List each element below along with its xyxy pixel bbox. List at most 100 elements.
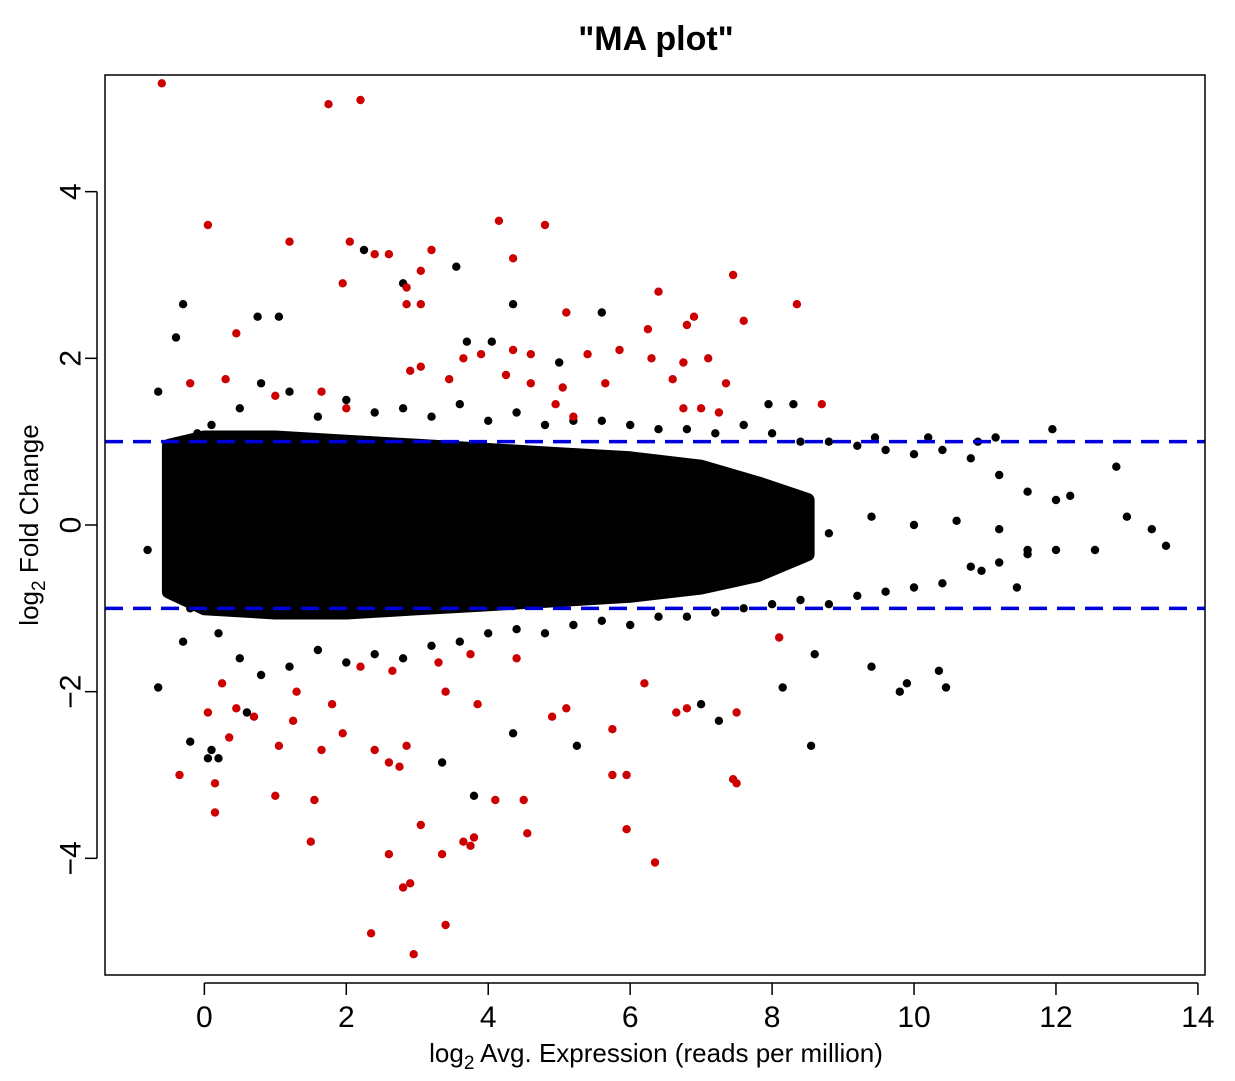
data-point — [271, 495, 280, 505]
data-point — [796, 595, 805, 605]
significant-point — [469, 833, 479, 842]
significant-point — [225, 733, 234, 742]
data-point — [1048, 425, 1057, 434]
data-point — [597, 416, 606, 425]
significant-point — [558, 383, 567, 392]
significant-point — [271, 791, 280, 800]
data-point — [611, 487, 621, 496]
significant-point — [402, 741, 411, 750]
data-point — [1051, 545, 1061, 555]
data-point — [789, 400, 798, 409]
data-point — [941, 683, 951, 692]
data-point — [696, 700, 706, 709]
data-point — [995, 558, 1004, 567]
x-tick-label: 8 — [764, 1001, 781, 1034]
data-point — [342, 658, 351, 667]
expression-cloud — [161, 430, 815, 620]
significant-point — [647, 354, 656, 363]
significant-point — [406, 879, 415, 888]
significant-point — [540, 220, 550, 230]
data-point — [682, 612, 692, 621]
significant-point — [775, 633, 784, 642]
significant-point — [494, 216, 504, 225]
data-point — [597, 616, 606, 625]
significant-point — [345, 237, 354, 246]
significant-point — [640, 679, 649, 688]
data-point — [572, 741, 582, 750]
data-point — [924, 433, 933, 442]
data-point — [597, 308, 606, 317]
y-axis-title-prefix: log — [14, 591, 44, 626]
significant-point — [427, 245, 436, 255]
significant-point — [416, 362, 425, 371]
x-axis-title-prefix: log — [429, 1038, 464, 1068]
significant-point — [221, 375, 230, 384]
data-point — [512, 625, 521, 634]
significant-point — [682, 320, 692, 330]
significant-point — [732, 779, 741, 788]
significant-point — [409, 950, 418, 959]
data-point — [881, 587, 890, 596]
significant-point — [466, 650, 475, 659]
y-axis: −4 −2 0 2 4 — [55, 183, 98, 875]
x-tick-label: 0 — [196, 1001, 213, 1034]
data-point — [207, 745, 216, 755]
significant-point — [203, 708, 213, 717]
significant-point — [562, 308, 571, 317]
y-axis-title-suffix: Fold Change — [14, 424, 44, 580]
significant-point — [434, 658, 443, 667]
data-point — [626, 620, 635, 630]
data-point — [398, 545, 408, 555]
data-point — [853, 441, 862, 450]
data-point — [1023, 550, 1032, 559]
significant-point — [366, 929, 376, 938]
significant-point — [622, 825, 631, 834]
data-point — [1122, 512, 1132, 521]
data-point — [1051, 495, 1061, 505]
y-tick-label: 2 — [55, 350, 88, 367]
significant-point — [459, 354, 468, 363]
data-point — [555, 358, 564, 367]
data-point — [991, 433, 1000, 442]
significant-point — [310, 795, 319, 805]
data-point — [235, 404, 244, 413]
significant-point — [203, 220, 213, 230]
data-point — [512, 408, 521, 417]
data-point — [214, 629, 223, 638]
significant-point — [551, 400, 560, 409]
data-point — [569, 620, 578, 630]
significant-point — [508, 345, 518, 355]
data-point — [810, 650, 819, 659]
data-point — [203, 754, 213, 763]
significant-point — [668, 375, 677, 384]
data-point — [654, 537, 663, 546]
significant-point — [622, 770, 631, 780]
data-point — [1147, 525, 1157, 534]
data-point — [143, 545, 152, 555]
significant-point — [508, 254, 518, 263]
y-tick-label: −4 — [55, 841, 88, 875]
data-point — [938, 579, 947, 588]
significant-point — [512, 654, 521, 663]
data-point — [178, 300, 188, 309]
data-point — [909, 583, 919, 592]
data-point — [778, 683, 787, 692]
significant-point — [679, 358, 688, 367]
y-axis-title-subscript: 2 — [29, 580, 50, 591]
y-axis-title: log2 Fold Change — [14, 424, 50, 625]
data-point — [966, 454, 975, 463]
data-point — [154, 387, 163, 396]
data-point — [952, 516, 961, 525]
data-point — [824, 437, 834, 446]
x-axis-title: log2 Avg. Expression (reads per million) — [429, 1038, 883, 1074]
significant-point — [370, 745, 379, 755]
data-point — [253, 312, 262, 321]
significant-point — [175, 770, 184, 780]
data-point — [870, 433, 880, 442]
data-point — [484, 629, 493, 638]
data-point — [455, 400, 464, 409]
significant-point — [317, 745, 326, 755]
significant-point — [491, 795, 500, 805]
data-point — [909, 450, 919, 459]
significant-point — [416, 820, 425, 830]
